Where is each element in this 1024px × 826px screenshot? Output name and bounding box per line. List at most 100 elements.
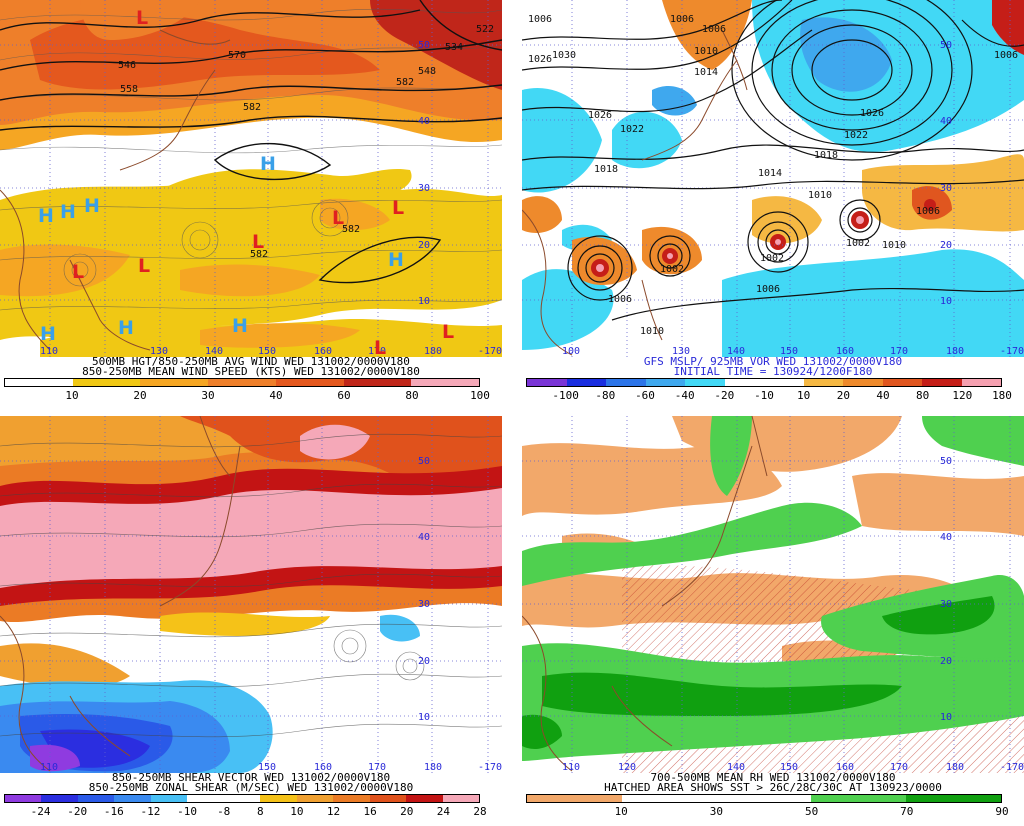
scale-swatch xyxy=(685,379,725,386)
high-pressure-marker: H xyxy=(60,201,76,223)
isobar-label: 1006 xyxy=(670,14,694,25)
shear-lon-label: 170 xyxy=(368,762,386,773)
rh-lon-label: 120 xyxy=(618,762,636,773)
scale-tick-label: 40 xyxy=(269,389,283,402)
scale-swatch xyxy=(187,795,224,802)
shear-map[interactable]: 50 40 30 20 10 110 150 160 170 180 -170 xyxy=(0,416,502,773)
wind-map[interactable]: 546 558 570 582 534 548 522 582 582 582 … xyxy=(0,0,502,357)
rh-lon-label: -170 xyxy=(1000,762,1024,773)
scale-tick-label: 60 xyxy=(337,389,351,402)
shear-lat-label: 50 xyxy=(418,456,430,467)
high-pressure-marker: H xyxy=(260,153,276,175)
scale-tick-label: 20 xyxy=(133,389,147,402)
shear-lat-label: 40 xyxy=(418,532,430,543)
isobar-label: 1022 xyxy=(620,124,644,135)
wind-contour-label: 582 xyxy=(250,249,268,260)
shear-panel: 50 40 30 20 10 110 150 160 170 180 -170 … xyxy=(0,416,502,826)
scale-tick-label: -40 xyxy=(674,389,695,402)
rh-map[interactable]: 50 40 30 20 10 110 120 140 150 160 170 1… xyxy=(522,416,1024,773)
isobar-label: 1002 xyxy=(660,264,684,275)
isobar-label: 1014 xyxy=(694,67,718,78)
scale-swatch xyxy=(843,379,883,386)
scale-tick-label: 12 xyxy=(326,805,341,818)
rh-lat-label: 40 xyxy=(940,532,952,543)
vort-lon-label: 170 xyxy=(890,346,908,357)
wind-lat-label: 10 xyxy=(418,296,430,307)
wind-lat-label: 40 xyxy=(418,116,430,127)
scale-tick-label: -20 xyxy=(67,805,88,818)
rh-lon-label: 160 xyxy=(836,762,854,773)
rh-caption-2: HATCHED AREA SHOWS SST > 26C/28C/30C AT … xyxy=(604,781,942,794)
shear-lon-label: 110 xyxy=(40,762,58,773)
vort-lat-label: 30 xyxy=(940,183,952,194)
scale-tick-label: -60 xyxy=(635,389,655,402)
isobar-label: 1026 xyxy=(528,54,552,65)
scale-tick-label: 20 xyxy=(836,389,850,402)
scale-tick-label: 30 xyxy=(709,805,724,818)
isobar-label: 1006 xyxy=(608,294,632,305)
scale-swatch xyxy=(150,795,188,802)
isobar-label: 1006 xyxy=(702,24,726,35)
shear-lat-label: 20 xyxy=(418,656,430,667)
vort-caption-2: INITIAL TIME = 130924/1200F180 xyxy=(673,365,873,378)
high-pressure-marker: H xyxy=(84,195,100,217)
rh-lon-label: 170 xyxy=(890,762,908,773)
rh-lon-label: 180 xyxy=(946,762,964,773)
isobar-label: 1010 xyxy=(694,46,718,57)
wind-contour-label: 582 xyxy=(342,224,360,235)
scale-swatch xyxy=(716,795,812,802)
low-pressure-marker: L xyxy=(332,207,344,229)
low-pressure-marker: L xyxy=(138,255,150,277)
rh-caption-1: 700-500MB MEAN RH WED 131002/0000V180 xyxy=(650,771,896,784)
scale-tick-label: 10 xyxy=(797,389,811,402)
isobar-label: 1026 xyxy=(588,110,612,121)
scale-tick-label: -80 xyxy=(595,389,616,402)
wind-color-scale xyxy=(4,378,480,387)
wind-lon-label: -170 xyxy=(478,346,502,357)
vorticity-map[interactable]: 1006 1006 1010 1014 1026 1030 1026 1022 … xyxy=(522,0,1024,357)
scale-tick-label: 8 xyxy=(256,805,264,818)
low-pressure-marker: L xyxy=(392,197,404,219)
rh-lat-label: 20 xyxy=(940,656,952,667)
low-pressure-marker: L xyxy=(442,321,454,343)
isobar-label: 1002 xyxy=(760,253,784,264)
rh-lat-label: 50 xyxy=(940,456,952,467)
shear-lon-label: 180 xyxy=(424,762,442,773)
shear-scale-ticks: -24 -20 -16 -12 -10 -8 8 10 12 16 20 24 28 xyxy=(4,805,487,818)
scale-tick-label: 30 xyxy=(201,389,215,402)
scale-tick-label: -24 xyxy=(30,805,51,818)
scale-tick-label: 40 xyxy=(876,389,890,402)
scale-swatch xyxy=(114,795,151,802)
vort-lat-label: 10 xyxy=(940,296,952,307)
wind-contour-label: 582 xyxy=(243,102,261,113)
scale-swatch xyxy=(411,379,480,386)
scale-tick-label: 90 xyxy=(995,805,1009,818)
wind-contour-label: 534 xyxy=(445,42,463,53)
scale-tick-label: -10 xyxy=(177,805,197,818)
low-pressure-marker: L xyxy=(72,261,84,283)
scale-swatch xyxy=(5,795,42,802)
scale-tick-label: 24 xyxy=(436,805,450,818)
isobar-label: 1022 xyxy=(844,130,868,141)
wind-caption-2: 850-250MB MEAN WIND SPEED (KTS) WED 1310… xyxy=(82,365,420,378)
isobar-label: 1026 xyxy=(860,108,884,119)
wind-lon-label: 150 xyxy=(258,346,276,357)
shear-lon-label: 150 xyxy=(258,762,276,773)
scale-swatch xyxy=(566,379,606,386)
scale-swatch xyxy=(606,379,646,386)
scale-tick-label: -100 xyxy=(552,389,579,402)
scale-tick-label: 10 xyxy=(290,805,304,818)
scale-tick-label: 50 xyxy=(804,805,819,818)
scale-tick-label: 120 xyxy=(952,389,973,402)
vort-lat-label: 50 xyxy=(940,40,952,51)
high-pressure-marker: H xyxy=(232,315,248,337)
isobar-label: 1010 xyxy=(640,326,664,337)
scale-tick-label: -8 xyxy=(217,805,231,818)
shear-lon-label: -170 xyxy=(478,762,502,773)
scale-tick-label: -10 xyxy=(754,389,774,402)
vort-lon-label: 140 xyxy=(727,346,745,357)
wind-lat-label: 20 xyxy=(418,240,430,251)
vorticity-panel: 1006 1006 1010 1014 1026 1030 1026 1022 … xyxy=(522,0,1024,410)
wind-lat-label: 30 xyxy=(418,183,430,194)
isobar-label: 1006 xyxy=(916,206,940,217)
